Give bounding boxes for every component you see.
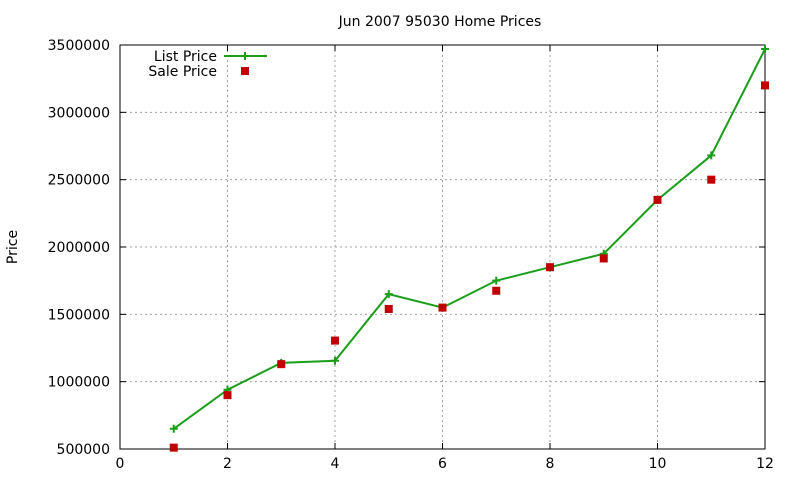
sale-price-point bbox=[707, 175, 716, 184]
legend-label-sale-price: Sale Price bbox=[148, 64, 217, 80]
legend-swatch-sale-price bbox=[241, 67, 249, 75]
legend-label-list-price: List Price bbox=[154, 49, 217, 65]
list-price-point bbox=[169, 424, 178, 433]
y-tick-label: 2500000 bbox=[48, 173, 110, 189]
y-tick-label: 3500000 bbox=[48, 38, 110, 54]
y-tick-label: 3000000 bbox=[48, 105, 110, 121]
list-price-point bbox=[761, 45, 769, 54]
grid bbox=[120, 45, 765, 449]
y-axis-ticks: 500000 1000000 1500000 2000000 2500000 300000… bbox=[48, 38, 765, 458]
sale-price-point bbox=[438, 303, 447, 312]
sale-price-point bbox=[277, 360, 286, 369]
legend-swatch-list-price-marker bbox=[241, 52, 249, 60]
y-axis-label: Price bbox=[5, 230, 21, 264]
series-list-price bbox=[169, 45, 769, 433]
sale-price-point bbox=[599, 254, 608, 263]
x-tick-label: 0 bbox=[116, 456, 125, 472]
sale-price-point bbox=[492, 286, 501, 295]
y-tick-label: 500000 bbox=[57, 442, 110, 458]
x-tick-label: 10 bbox=[649, 456, 667, 472]
chart-title: Jun 2007 95030 Home Prices bbox=[338, 14, 542, 30]
sale-price-point bbox=[546, 263, 554, 272]
sale-price-point bbox=[223, 391, 232, 400]
x-tick-label: 2 bbox=[223, 456, 232, 472]
sale-price-point bbox=[761, 81, 769, 90]
y-tick-label: 1000000 bbox=[48, 375, 110, 391]
x-tick-label: 4 bbox=[331, 456, 340, 472]
x-tick-label: 12 bbox=[756, 456, 774, 472]
sale-price-point bbox=[169, 443, 178, 452]
sale-price-point bbox=[331, 336, 339, 345]
sale-price-point bbox=[384, 304, 393, 313]
plot-border bbox=[119, 44, 766, 450]
y-tick-label: 1500000 bbox=[48, 307, 110, 323]
x-axis-ticks: 0 2 4 6 8 10 12 bbox=[116, 45, 774, 472]
sale-price-point bbox=[653, 195, 662, 204]
x-tick-label: 6 bbox=[438, 456, 447, 472]
list-price-point bbox=[707, 151, 716, 160]
list-price-point bbox=[384, 290, 393, 299]
list-price-point bbox=[492, 276, 501, 285]
x-tick-label: 8 bbox=[546, 456, 555, 472]
list-price-line bbox=[173, 48, 766, 430]
list-price-point bbox=[331, 356, 339, 365]
series-sale-price bbox=[169, 81, 769, 452]
y-tick-label: 2000000 bbox=[48, 240, 110, 256]
